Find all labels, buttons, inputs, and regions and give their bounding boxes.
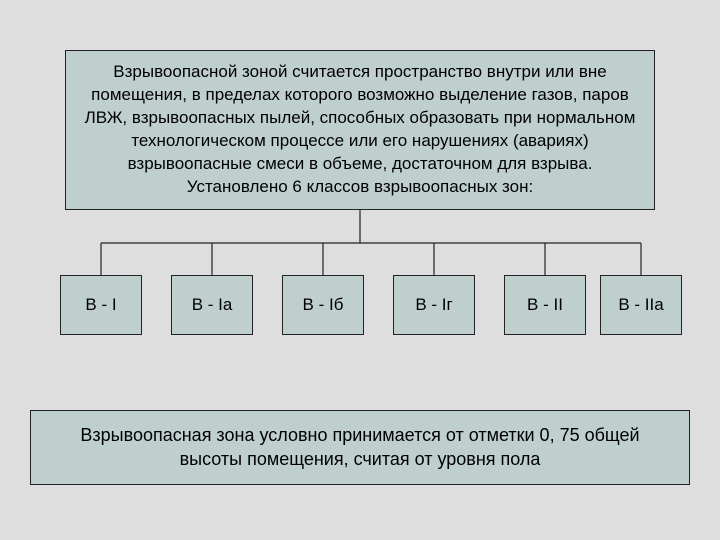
diagram-container: Взрывоопасной зоной считается пространст… <box>0 0 720 540</box>
zone-box: В - Iг <box>393 275 475 335</box>
definition-text: Взрывоопасной зоной считается пространст… <box>85 62 636 196</box>
zone-label: В - II <box>527 295 563 315</box>
zone-box: В - I <box>60 275 142 335</box>
note-box: Взрывоопасная зона условно принимается о… <box>30 410 690 485</box>
zone-label: В - I <box>85 295 116 315</box>
zone-box: В - Iб <box>282 275 364 335</box>
definition-box: Взрывоопасной зоной считается пространст… <box>65 50 655 210</box>
zone-box: В - Iа <box>171 275 253 335</box>
zone-label: В - Iб <box>303 295 344 315</box>
zone-box: В - II <box>504 275 586 335</box>
zone-box: В - IIа <box>600 275 682 335</box>
zone-label: В - Iа <box>192 295 233 315</box>
zone-label: В - Iг <box>415 295 452 315</box>
note-text: Взрывоопасная зона условно принимается о… <box>80 425 639 469</box>
zone-label: В - IIа <box>618 295 663 315</box>
